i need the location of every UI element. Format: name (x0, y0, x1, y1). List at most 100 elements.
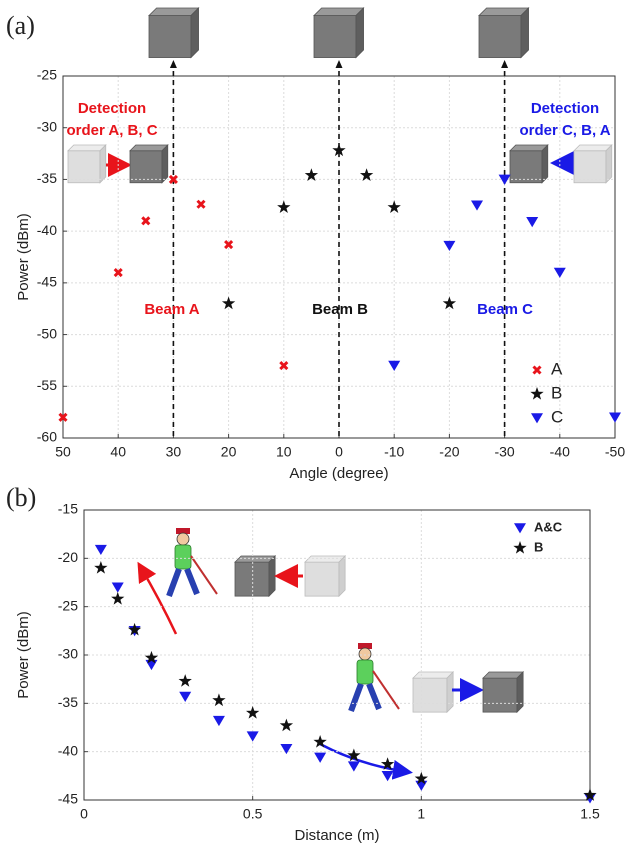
y-tick-label: -40 (37, 222, 57, 238)
legend-label: B (534, 539, 543, 554)
data-point (111, 591, 125, 605)
data-point (280, 743, 293, 755)
cube-side (190, 7, 199, 59)
data-point (347, 761, 360, 772)
data-point (127, 622, 142, 636)
motion-arrow (319, 742, 413, 780)
walker-cap (358, 643, 372, 649)
data-point (387, 200, 401, 214)
legend-label: C (551, 407, 563, 426)
data-point (381, 771, 394, 782)
data-point (168, 174, 178, 184)
y-tick-label: -50 (37, 325, 57, 341)
x-tick-label: -20 (439, 444, 459, 460)
y-axis-label: Power (dBm) (15, 213, 32, 301)
data-point (471, 200, 483, 211)
walker-legs (348, 682, 382, 713)
y-tick-label: -35 (58, 694, 78, 710)
x-tick-label: -30 (494, 444, 514, 460)
x-tick-label: 50 (55, 444, 71, 460)
cube-top (573, 144, 613, 152)
cube-top (412, 671, 455, 679)
annotation: Beam C (477, 301, 533, 318)
y-tick-label: -25 (37, 67, 57, 83)
data-point (347, 748, 361, 762)
walker-body (174, 544, 192, 570)
data-point (526, 217, 539, 228)
x-tick-label: -50 (605, 444, 625, 460)
x-tick-label: 0 (335, 444, 343, 460)
data-point (94, 544, 107, 556)
legend-marker (514, 523, 526, 534)
annotation: order A, B, C (66, 122, 157, 139)
data-point (246, 706, 260, 719)
cube-face (478, 15, 522, 58)
cube-side (161, 144, 169, 184)
data-point (314, 752, 327, 763)
x-tick-label: -10 (384, 444, 404, 460)
data-point (359, 168, 374, 181)
annotation: Detection (78, 100, 146, 117)
x-tick-label: -40 (550, 444, 570, 460)
legend-label: B (551, 383, 562, 402)
reference-arrowhead (335, 60, 343, 68)
data-point (221, 296, 236, 310)
cube-face (67, 150, 101, 184)
cube-face (129, 150, 163, 184)
y-tick-label: -30 (37, 118, 57, 134)
data-point (196, 199, 206, 209)
annotation: Beam A (144, 301, 199, 318)
x-axis-label: Angle (degree) (289, 465, 388, 482)
data-point (94, 561, 108, 574)
x-tick-label: 10 (276, 444, 292, 460)
data-point (584, 793, 596, 804)
data-point (224, 240, 234, 250)
legend-marker (531, 413, 543, 424)
panel-label: (a) (6, 11, 35, 40)
cube-face (509, 150, 543, 184)
cube-face (313, 15, 357, 58)
walker-figure (166, 528, 218, 598)
walker-body (356, 659, 374, 685)
y-tick-label: -35 (37, 170, 57, 186)
y-tick-label: -20 (58, 549, 78, 565)
y-tick-label: -45 (58, 791, 78, 807)
data-point (179, 691, 192, 702)
cube-top (148, 7, 200, 16)
cube-face (573, 150, 607, 184)
walker-cap (176, 528, 190, 534)
legend-marker (513, 541, 527, 554)
data-point (442, 296, 457, 310)
walker-legs (166, 567, 200, 598)
x-tick-label: 20 (221, 444, 237, 460)
cube-side (355, 7, 364, 59)
cube-face (148, 15, 192, 58)
y-tick-label: -25 (58, 597, 78, 613)
y-axis-label: Power (dBm) (15, 611, 32, 699)
cube-face (234, 561, 270, 597)
data-point (332, 143, 346, 157)
y-tick-label: -30 (58, 646, 78, 662)
panel-label: (b) (6, 483, 36, 512)
cube-top (304, 555, 347, 563)
data-point (304, 168, 319, 181)
data-point (212, 715, 225, 727)
walker-head (358, 647, 372, 661)
cube-side (516, 671, 524, 714)
walker-cane (190, 555, 218, 595)
cube-side (446, 671, 454, 714)
legend-label: A&C (534, 519, 563, 534)
x-tick-label: 40 (110, 444, 126, 460)
annotation: Beam B (312, 301, 368, 318)
x-tick-label: 1 (417, 806, 425, 822)
x-tick-label: 1.5 (580, 806, 600, 822)
cube-top (234, 555, 277, 563)
cube-top (67, 144, 107, 152)
cube-top (129, 144, 169, 152)
data-point (583, 788, 597, 801)
legend-label: A (551, 359, 563, 378)
data-point (443, 240, 456, 252)
data-point (113, 267, 123, 278)
data-point (246, 731, 259, 742)
y-tick-label: -60 (37, 429, 57, 445)
